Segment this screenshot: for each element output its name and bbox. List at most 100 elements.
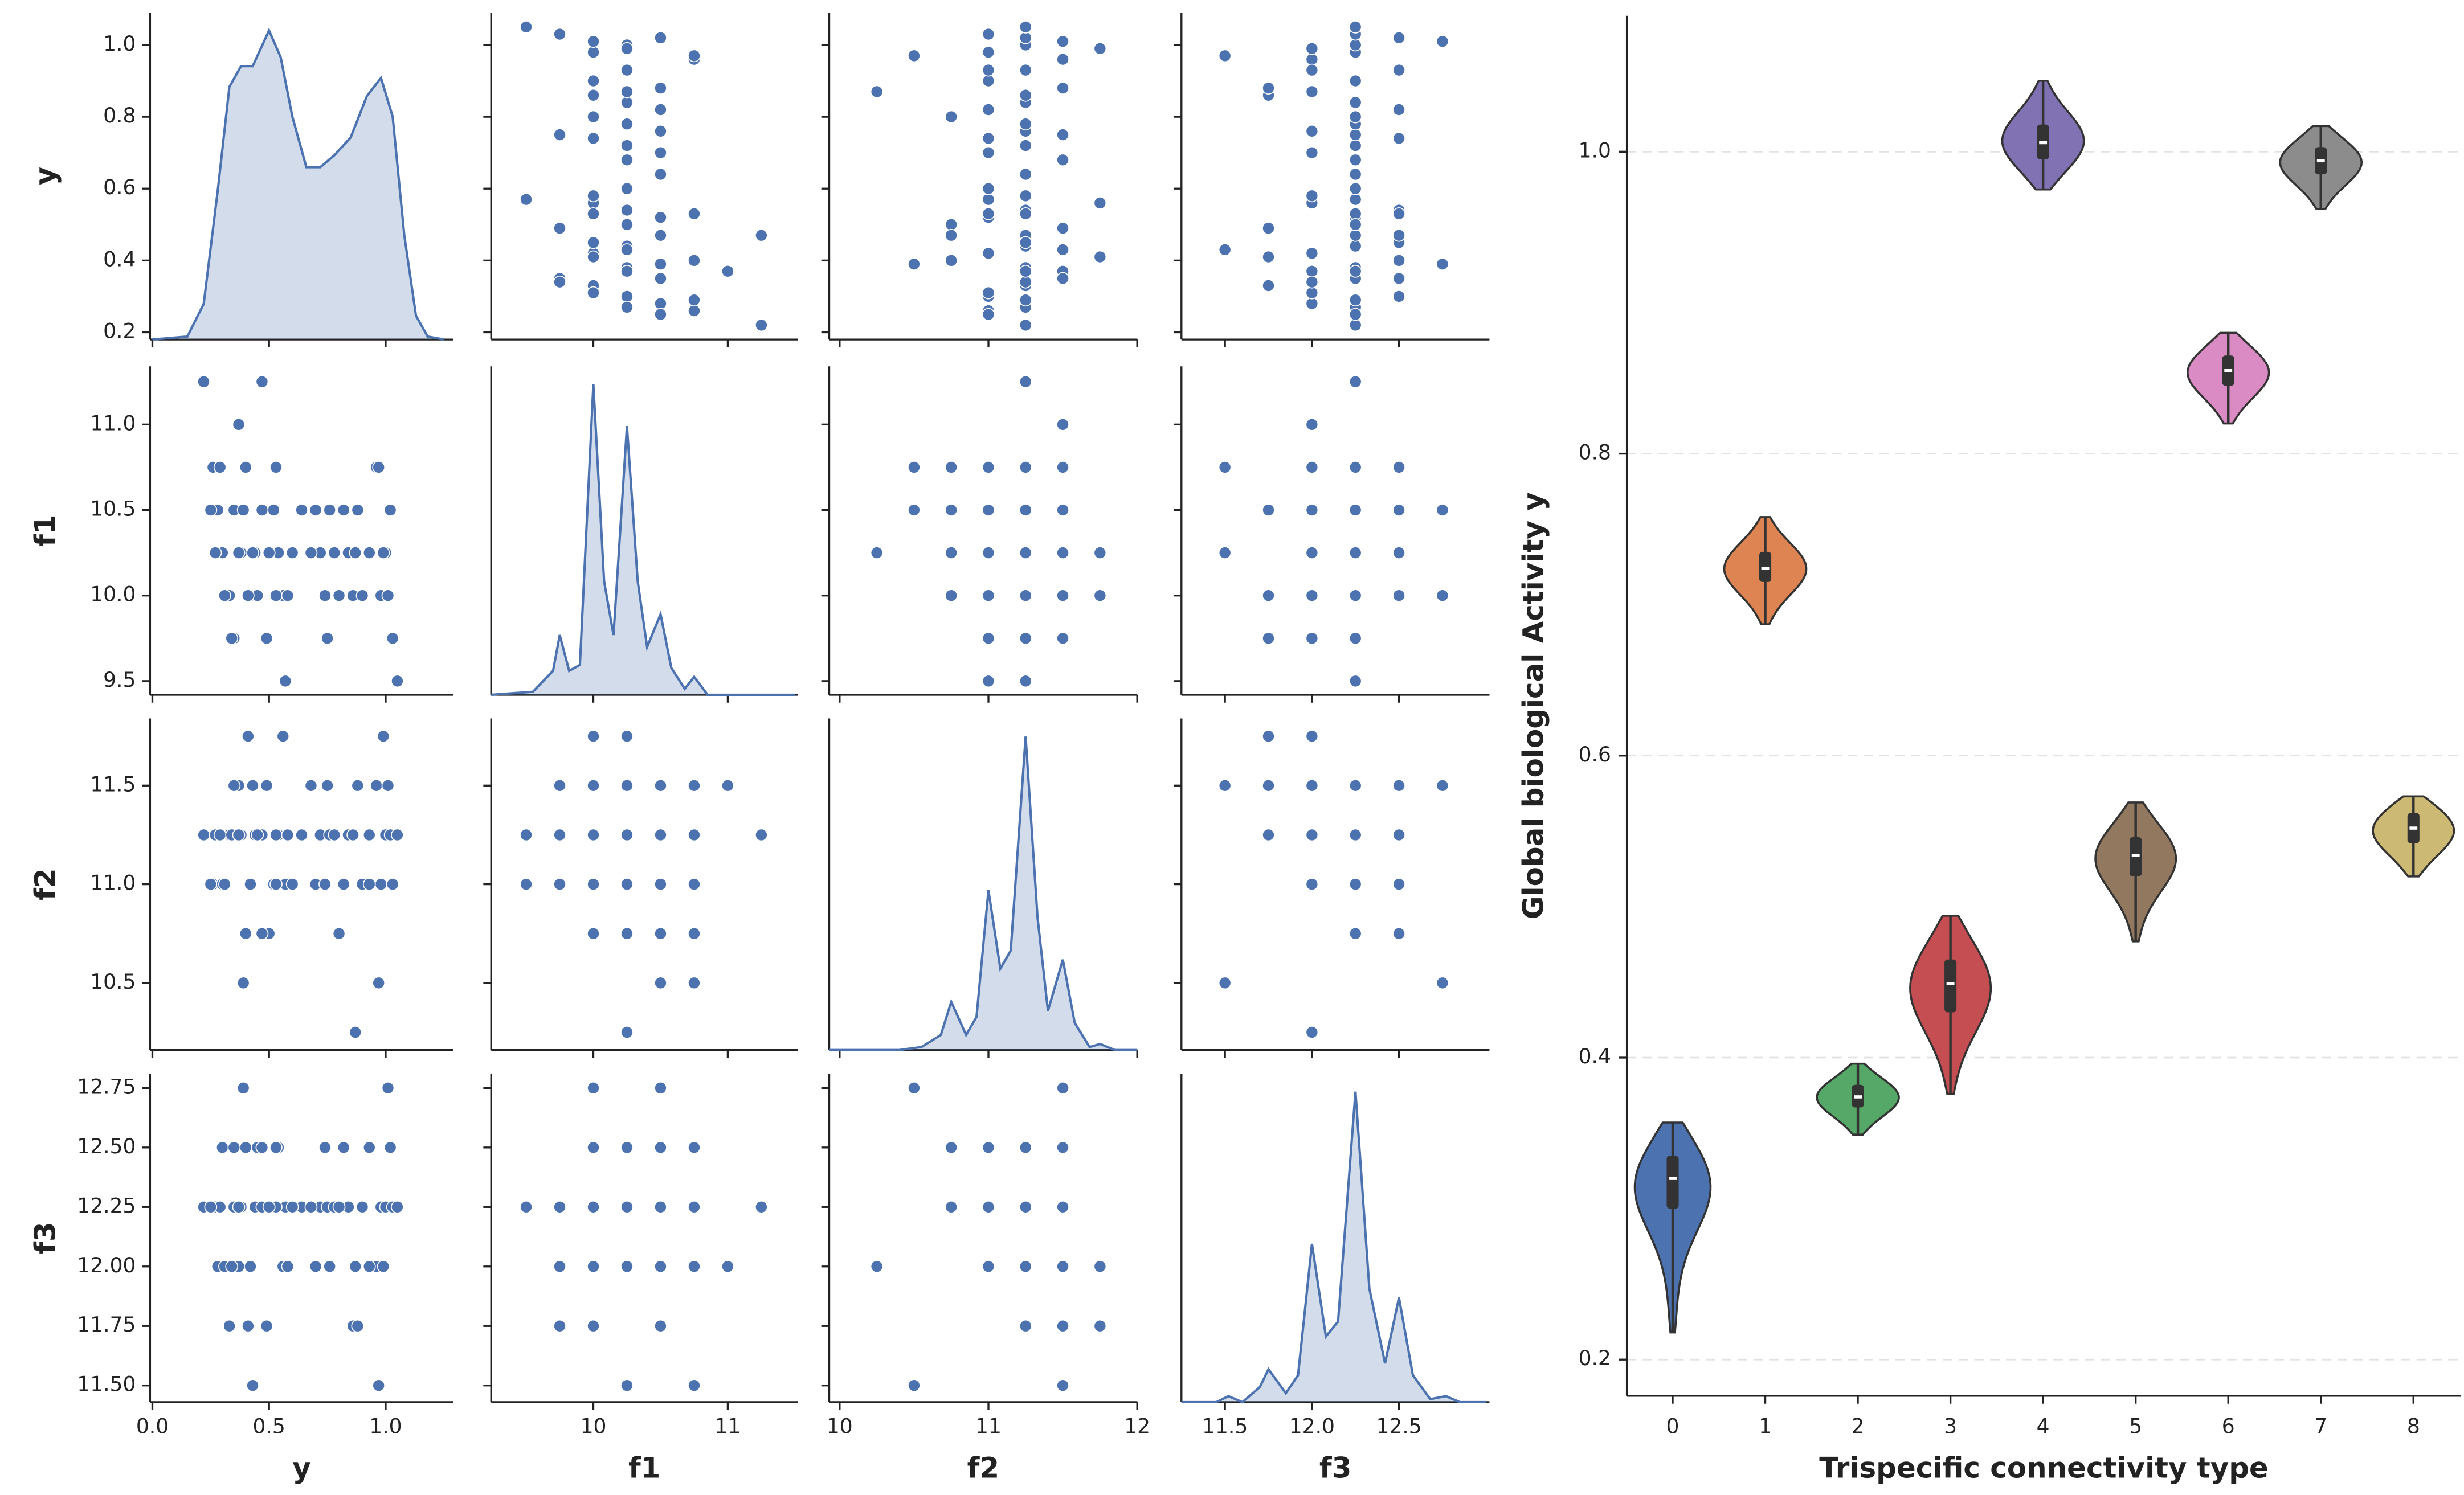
scatter-point bbox=[269, 828, 283, 842]
violin-median bbox=[1854, 1095, 1862, 1099]
violin-median bbox=[2224, 368, 2233, 372]
y-tick-label: 12.25 bbox=[77, 1194, 136, 1218]
scatter-point bbox=[620, 42, 634, 55]
scatter-point bbox=[241, 730, 255, 743]
y-axis-label: Global biological Activity y bbox=[1517, 492, 1550, 919]
scatter-point bbox=[1392, 272, 1405, 285]
scatter-point bbox=[383, 1141, 397, 1154]
scatter-point bbox=[1056, 272, 1069, 285]
scatter-point bbox=[1262, 730, 1275, 743]
scatter-point bbox=[688, 1260, 701, 1273]
scatter-point bbox=[1392, 290, 1405, 303]
scatter-point bbox=[1436, 976, 1449, 990]
scatter-point bbox=[285, 546, 299, 559]
scatter-point bbox=[945, 1141, 958, 1154]
scatter-point bbox=[1056, 1319, 1069, 1333]
scatter-point bbox=[1056, 1200, 1069, 1214]
scatter-point bbox=[351, 1319, 365, 1333]
scatter-point bbox=[362, 828, 376, 842]
scatter-point bbox=[688, 304, 701, 318]
scatter-point bbox=[553, 27, 566, 41]
scatter-point bbox=[620, 927, 634, 940]
scatter-point bbox=[204, 503, 218, 517]
scatter-point bbox=[1218, 49, 1232, 63]
scatter-point bbox=[276, 730, 290, 743]
scatter-point bbox=[982, 1200, 995, 1214]
y-tick-label: 1.0 bbox=[1579, 139, 1611, 162]
violin-median bbox=[1761, 567, 1770, 570]
scatter-point bbox=[1056, 503, 1069, 517]
scatter-point bbox=[553, 828, 566, 842]
scatter-point bbox=[281, 828, 295, 842]
scatter-point bbox=[1305, 42, 1319, 55]
scatter-point bbox=[688, 828, 701, 842]
scatter-point bbox=[654, 1141, 667, 1154]
scatter-point bbox=[1019, 503, 1032, 517]
scatter-point bbox=[620, 85, 634, 99]
scatter-point bbox=[982, 132, 995, 145]
y-tick-label: 11.0 bbox=[90, 412, 136, 435]
scatter-point bbox=[1019, 275, 1032, 289]
scatter-point bbox=[982, 1260, 995, 1273]
scatter-point bbox=[1349, 218, 1362, 231]
scatter-point bbox=[269, 589, 283, 603]
y-tick-label: 1.0 bbox=[103, 32, 136, 56]
y-tick-label: 0.4 bbox=[103, 248, 136, 271]
x-tick-label: 12.5 bbox=[1376, 1415, 1421, 1438]
scatter-point bbox=[372, 1379, 386, 1392]
scatter-point bbox=[236, 976, 250, 990]
scatter-point bbox=[1056, 417, 1069, 431]
scatter-point bbox=[1349, 546, 1362, 559]
scatter-point bbox=[688, 1200, 701, 1214]
scatter-point bbox=[982, 63, 995, 77]
scatter-point bbox=[1305, 189, 1319, 203]
scatter-point bbox=[688, 1379, 701, 1392]
scatter-point bbox=[1218, 243, 1232, 256]
x-tick-label: 3 bbox=[1944, 1415, 1957, 1438]
scatter-point bbox=[1349, 293, 1362, 307]
scatter-point bbox=[654, 228, 667, 242]
scatter-point bbox=[1436, 779, 1449, 792]
scatter-point bbox=[1305, 730, 1319, 743]
scatter-point bbox=[372, 976, 386, 990]
x-tick-label: 4 bbox=[2037, 1415, 2050, 1438]
scatter-point bbox=[1436, 589, 1449, 603]
scatter-point bbox=[1392, 103, 1405, 116]
scatter-point bbox=[1056, 1260, 1069, 1273]
scatter-point bbox=[323, 503, 337, 517]
scatter-point bbox=[1305, 286, 1319, 300]
scatter-point bbox=[870, 1260, 884, 1273]
scatter-point bbox=[362, 878, 376, 891]
scatter-point bbox=[654, 211, 667, 224]
scatter-point bbox=[587, 46, 600, 59]
scatter-point bbox=[346, 828, 359, 842]
x-tick-label: 10 bbox=[581, 1415, 607, 1438]
scatter-point bbox=[587, 878, 600, 891]
scatter-point bbox=[351, 779, 365, 792]
scatter-point bbox=[587, 730, 600, 743]
scatter-point bbox=[945, 218, 958, 231]
scatter-point bbox=[377, 730, 390, 743]
scatter-point bbox=[260, 632, 273, 645]
scatter-point bbox=[553, 128, 566, 141]
scatter-point bbox=[1392, 132, 1405, 145]
scatter-point bbox=[688, 293, 701, 307]
scatter-point bbox=[1093, 546, 1107, 559]
scatter-point bbox=[391, 828, 404, 842]
y-tick-label: 0.8 bbox=[103, 104, 136, 128]
scatter-point bbox=[620, 153, 634, 167]
scatter-point bbox=[362, 546, 376, 559]
scatter-point bbox=[1349, 927, 1362, 940]
scatter-point bbox=[620, 243, 634, 256]
scatter-point bbox=[1305, 589, 1319, 603]
violin-median bbox=[1946, 982, 1955, 985]
scatter-point bbox=[1019, 674, 1032, 688]
scatter-point bbox=[688, 49, 701, 63]
scatter-point bbox=[1262, 81, 1275, 95]
y-tick-label: 12.75 bbox=[77, 1075, 136, 1099]
scatter-point bbox=[620, 300, 634, 314]
scatter-point bbox=[236, 503, 250, 517]
scatter-point bbox=[1262, 503, 1275, 517]
scatter-point bbox=[945, 589, 958, 603]
scatter-point bbox=[654, 976, 667, 990]
